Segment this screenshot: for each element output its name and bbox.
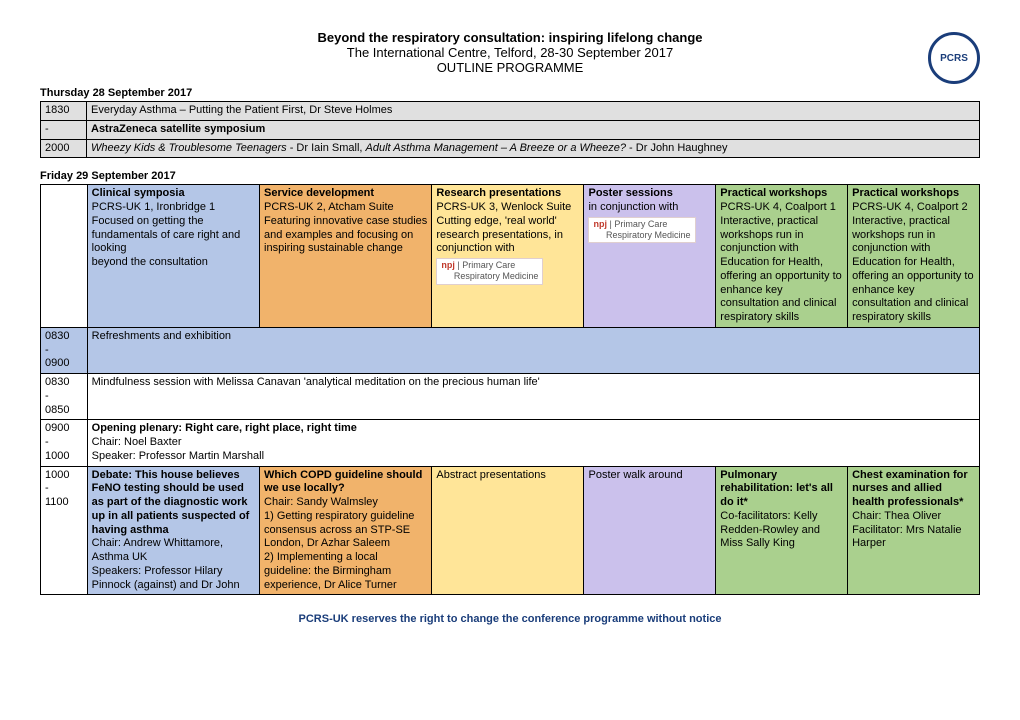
pcrs-logo: PCRS bbox=[928, 32, 980, 84]
doc-title: Beyond the respiratory consultation: ins… bbox=[40, 30, 980, 45]
time-cell: 1000-1100 bbox=[41, 466, 88, 595]
session-cell: Abstract presentations bbox=[432, 466, 584, 595]
session-cell: Refreshments and exhibition bbox=[87, 327, 979, 373]
time-cell: 0830-0900 bbox=[41, 327, 88, 373]
session-cell: Mindfulness session with Melissa Canavan… bbox=[87, 374, 979, 420]
session-cell: Everyday Asthma – Putting the Patient Fi… bbox=[87, 102, 980, 121]
time-cell bbox=[41, 185, 88, 328]
doc-subtitle: OUTLINE PROGRAMME bbox=[40, 60, 980, 75]
session-cell: AstraZeneca satellite symposium bbox=[87, 120, 980, 139]
session-cell: Pulmonary rehabilitation: let's all do i… bbox=[716, 466, 848, 595]
track-header: Service developmentPCRS-UK 2, Atcham Sui… bbox=[260, 185, 432, 328]
session-cell: Poster walk around bbox=[584, 466, 716, 595]
time-cell: 0830-0850 bbox=[41, 374, 88, 420]
track-header: Practical workshopsPCRS-UK 4, Coalport 1… bbox=[716, 185, 848, 328]
track-header: Practical workshopsPCRS-UK 4, Coalport 2… bbox=[848, 185, 980, 328]
session-cell: Debate: This house believes FeNO testing… bbox=[87, 466, 259, 595]
track-header: Research presentationsPCRS-UK 3, Wenlock… bbox=[432, 185, 584, 328]
thursday-heading: Thursday 28 September 2017 bbox=[40, 87, 980, 99]
doc-venue: The International Centre, Telford, 28-30… bbox=[40, 45, 980, 60]
time-cell: 2000 bbox=[41, 139, 87, 158]
footer-notice: PCRS-UK reserves the right to change the… bbox=[40, 613, 980, 625]
session-cell: Chest examination for nurses and allied … bbox=[848, 466, 980, 595]
session-cell: Which COPD guideline should we use local… bbox=[260, 466, 432, 595]
friday-heading: Friday 29 September 2017 bbox=[40, 170, 980, 182]
document-header: Beyond the respiratory consultation: ins… bbox=[40, 30, 980, 75]
track-header: Clinical symposiaPCRS-UK 1, Ironbridge 1… bbox=[87, 185, 259, 328]
thursday-table: 1830Everyday Asthma – Putting the Patien… bbox=[40, 101, 980, 158]
friday-table: Clinical symposiaPCRS-UK 1, Ironbridge 1… bbox=[40, 184, 980, 595]
time-cell: 0900-1000 bbox=[41, 420, 88, 466]
time-cell: 1830 bbox=[41, 102, 87, 121]
track-header: Poster sessionsin conjunction withnpj | … bbox=[584, 185, 716, 328]
session-cell: Wheezy Kids & Troublesome Teenagers - Dr… bbox=[87, 139, 980, 158]
session-cell: Opening plenary: Right care, right place… bbox=[87, 420, 979, 466]
time-cell: - bbox=[41, 120, 87, 139]
